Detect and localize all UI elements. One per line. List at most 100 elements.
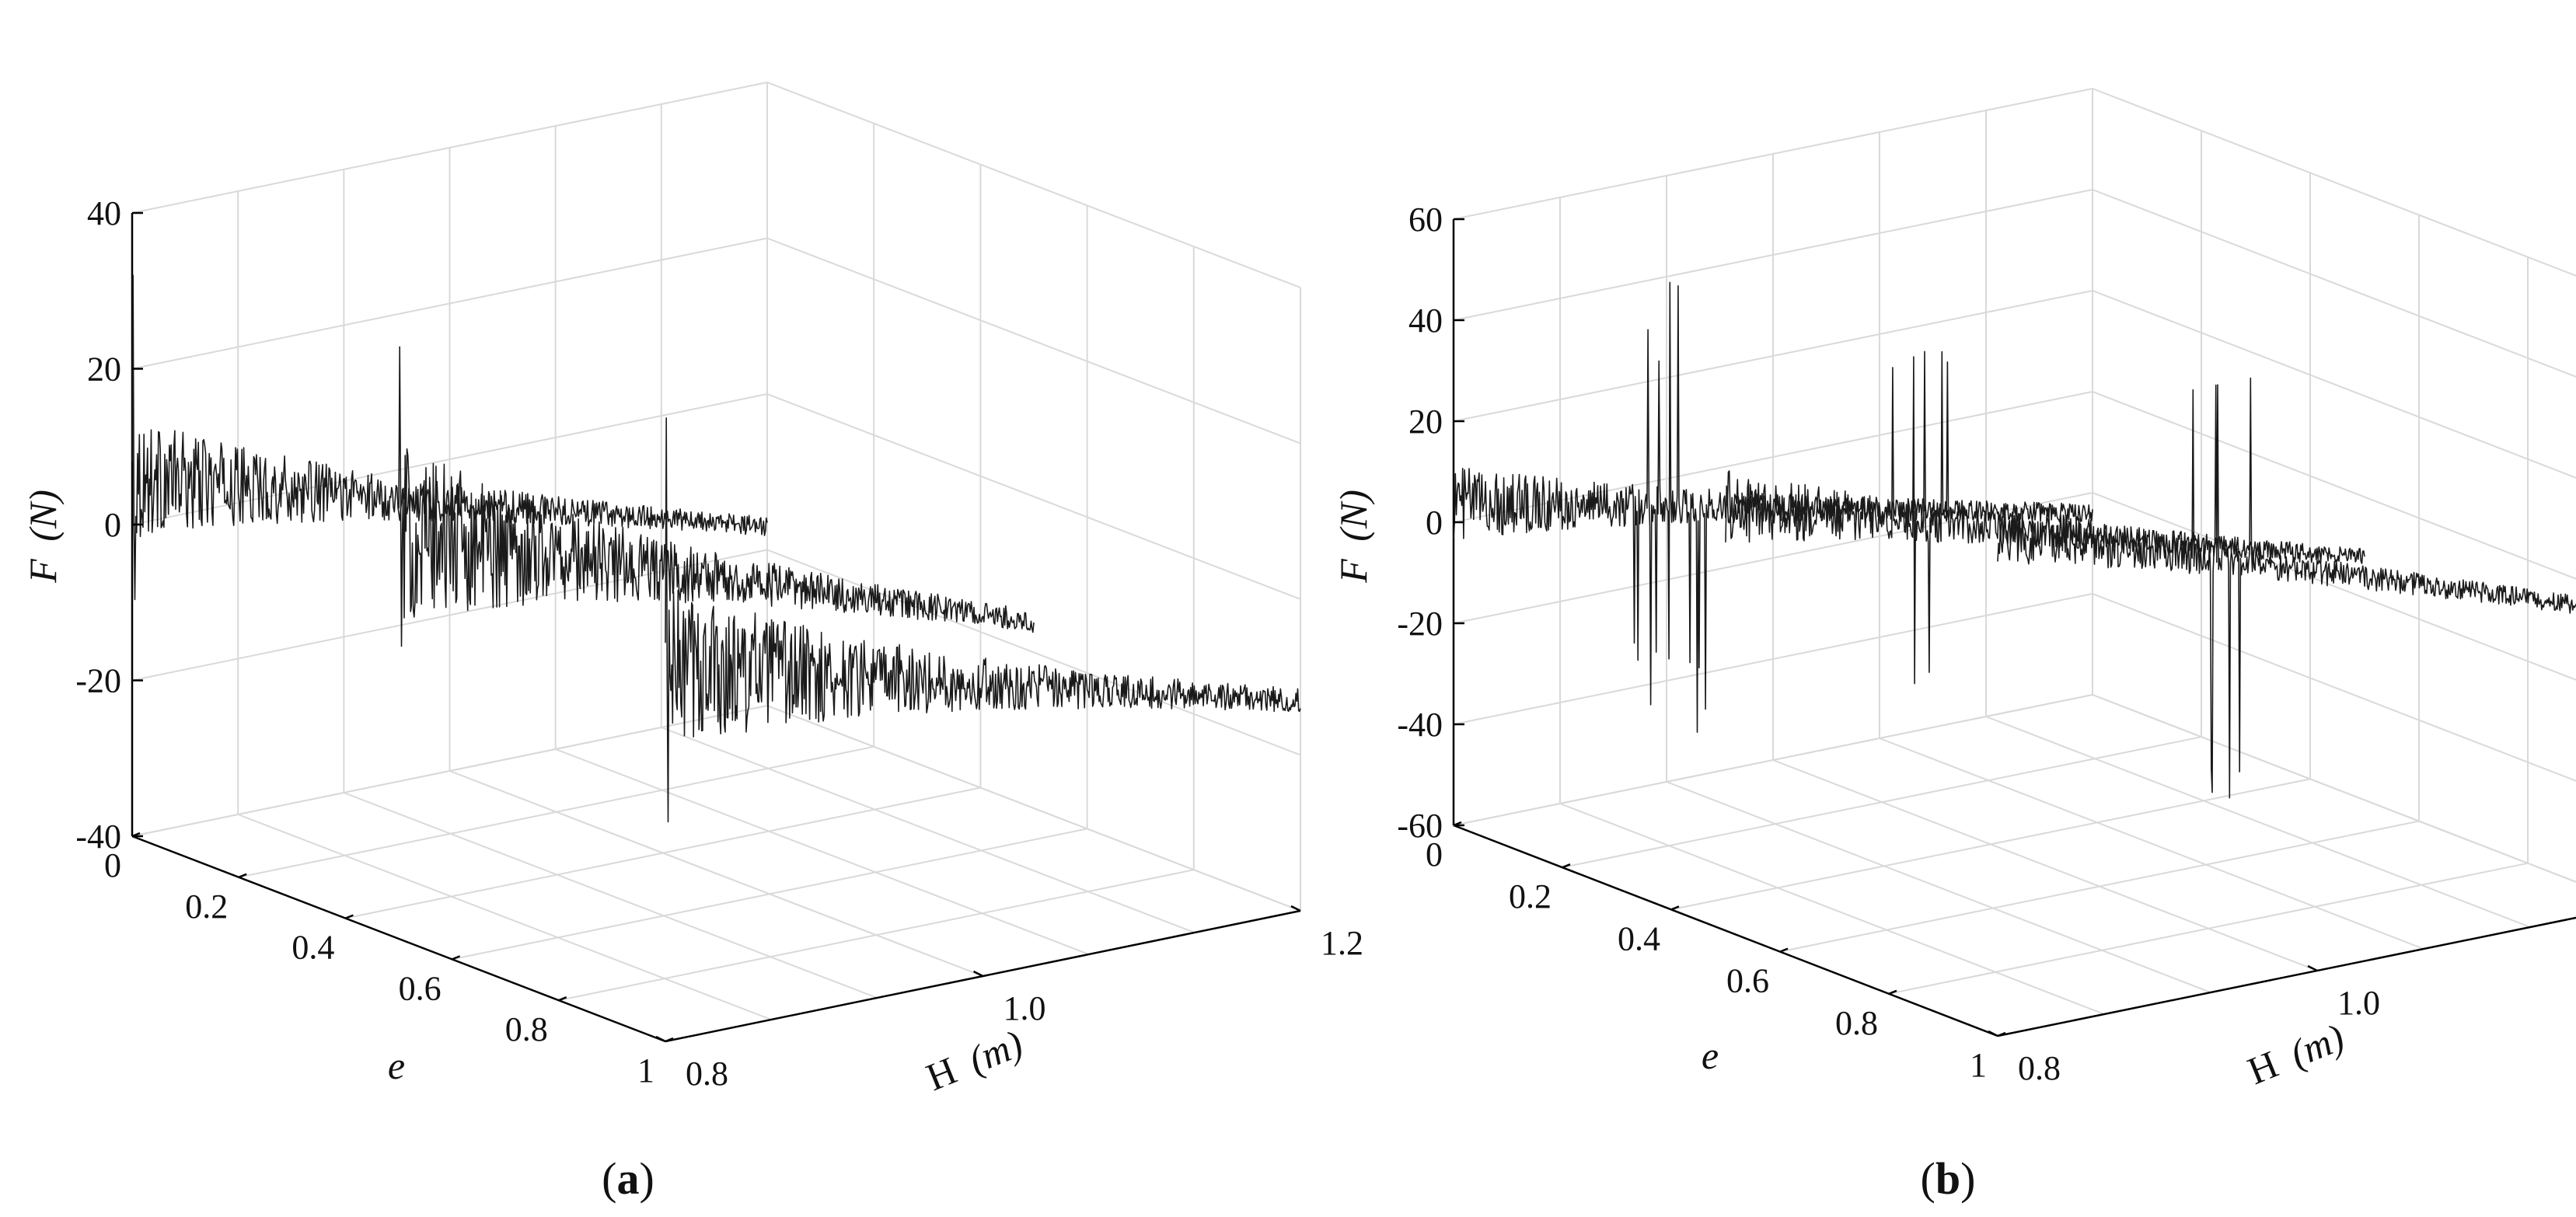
e-tick-mark-3 [452, 955, 461, 961]
force-trace-e-1 [1997, 377, 2576, 799]
z-tick-label-4: -40 [75, 818, 121, 856]
floor-grid-line-h-2 [343, 792, 878, 999]
panel-b-traces [1453, 281, 2576, 799]
e-tick-label-1: 0.2 [1509, 877, 1552, 915]
panel-a-traces [131, 274, 1301, 823]
right-wall-grid-horizontal-5 [2092, 593, 2576, 782]
h-tick-mark-0 [1988, 1030, 1998, 1037]
force-trace-e-0 [1453, 281, 2093, 733]
right-wall-grid-horizontal-0 [2092, 88, 2576, 277]
left-wall-grid-horizontal-1 [131, 237, 768, 370]
z-tick-label-1: 40 [1408, 302, 1443, 340]
e-tick-label-2: 0.4 [291, 929, 334, 967]
z-tick-label-5: -40 [1397, 706, 1443, 744]
e-tick-label-5: 1 [1970, 1046, 1987, 1084]
e-tick-mark-1 [1562, 863, 1571, 869]
floor-grid-line-h-1 [237, 814, 772, 1020]
e-tick-label-0: 0 [1426, 835, 1443, 874]
e-tick-mark-2 [1670, 905, 1680, 911]
e-tick-label-3: 0.6 [1726, 962, 1769, 1000]
floor-grid-line-h-5 [661, 727, 1196, 933]
e-tick-mark-3 [1779, 947, 1789, 953]
e-tick-mark-5 [665, 1037, 674, 1043]
e-tick-label-4: 0.8 [505, 1010, 548, 1048]
e-axis-line [131, 835, 666, 1043]
floor-grid-line-h-4 [1879, 738, 2424, 950]
z-tick-label-1: 20 [87, 350, 121, 389]
panel-b-y-axis-label: e [1702, 1034, 1719, 1077]
panel-a-caption: (a) [602, 1153, 654, 1204]
left-wall-grid-horizontal-6 [1453, 694, 2093, 826]
floor-grid-line-h-2 [1666, 781, 2211, 993]
z-tick-label-0: 40 [87, 194, 121, 232]
z-tick-label-3: 0 [1426, 504, 1443, 542]
z-tick-label-2: 0 [104, 506, 121, 544]
e-tick-mark-4 [558, 996, 567, 1002]
e-tick-label-1: 0.2 [185, 887, 228, 926]
e-tick-label-4: 0.8 [1835, 1004, 1878, 1042]
left-wall-grid-horizontal-2 [1453, 290, 2093, 422]
e-tick-mark-0 [131, 832, 141, 838]
e-tick-mark-0 [1453, 821, 1462, 827]
z-tick-label-0: 60 [1408, 201, 1443, 239]
e-axis-line [1453, 824, 1998, 1037]
left-wall-grid-horizontal-0 [1453, 88, 2093, 220]
right-wall-grid-horizontal-6 [2092, 694, 2576, 883]
e-tick-label-5: 1 [637, 1051, 654, 1090]
z-tick-label-2: 20 [1408, 403, 1443, 441]
force-trace-e-0 [131, 274, 768, 601]
right-wall-grid-horizontal-0 [766, 82, 1301, 288]
floor-grid-line-h-3 [449, 770, 983, 977]
right-wall-grid-horizontal-1 [766, 237, 1301, 445]
left-wall-grid-horizontal-2 [131, 393, 768, 525]
right-wall-grid-horizontal-4 [2092, 492, 2576, 681]
h-tick-label-1: 1.0 [1004, 989, 1046, 1027]
h-tick-mark-1 [2307, 964, 2318, 972]
floor-grid-line-h-5 [1985, 716, 2531, 928]
panel-b-caption: (b) [1921, 1153, 1976, 1204]
floor-grid-line-h-1 [1559, 803, 2105, 1015]
floor-grid-line-h-3 [1772, 759, 2318, 971]
e-tick-label-0: 0 [104, 846, 121, 884]
h-tick-label-0: 0.8 [686, 1055, 728, 1093]
left-wall-grid-horizontal-1 [1453, 189, 2093, 321]
e-tick-mark-4 [1888, 989, 1897, 995]
left-wall-grid-horizontal-4 [131, 705, 768, 837]
h-tick-label-1: 1.0 [2337, 984, 2380, 1022]
h-tick-label-2: 1.2 [1321, 924, 1363, 962]
h-tick-mark-1 [972, 970, 984, 978]
h-tick-mark-2 [1290, 905, 1301, 912]
floor-grid-line-h-4 [555, 748, 1090, 955]
e-tick-mark-2 [344, 914, 354, 919]
right-wall-grid-horizontal-1 [2092, 189, 2576, 378]
force-trace-e-0.5 [1725, 350, 2365, 685]
force-trace-e-0.5 [398, 346, 1035, 647]
e-tick-mark-5 [1997, 1031, 2006, 1037]
panel-b-z-axis-label: F (N) [1332, 490, 1375, 584]
z-tick-label-6: -60 [1397, 807, 1443, 845]
right-wall-grid-horizontal-2 [2092, 290, 2576, 479]
left-wall-grid-horizontal-3 [131, 549, 768, 682]
h-tick-label-0: 0.8 [2018, 1049, 2061, 1087]
panel-a-z-axis-label: F (N) [21, 490, 65, 584]
z-tick-label-4: -20 [1397, 605, 1443, 643]
left-wall-grid-horizontal-5 [1453, 593, 2093, 725]
right-wall-grid-horizontal-3 [2092, 391, 2576, 580]
z-tick-label-3: -20 [75, 662, 121, 700]
e-tick-label-3: 0.6 [399, 969, 442, 1007]
left-wall-grid-horizontal-0 [131, 82, 768, 214]
e-tick-label-2: 0.4 [1618, 919, 1660, 957]
right-wall-grid-horizontal-3 [766, 549, 1301, 756]
force-trace-e-1 [665, 417, 1301, 823]
h-tick-mark-0 [655, 1035, 666, 1043]
e-tick-mark-1 [238, 873, 247, 878]
panel-b: 6040200-20-40-6000.20.40.60.810.81.01.2 … [1332, 88, 2576, 1204]
right-wall-grid-horizontal-2 [766, 393, 1301, 600]
right-wall-grid-horizontal-4 [766, 705, 1301, 912]
panel-a-y-axis-label: e [388, 1044, 405, 1087]
